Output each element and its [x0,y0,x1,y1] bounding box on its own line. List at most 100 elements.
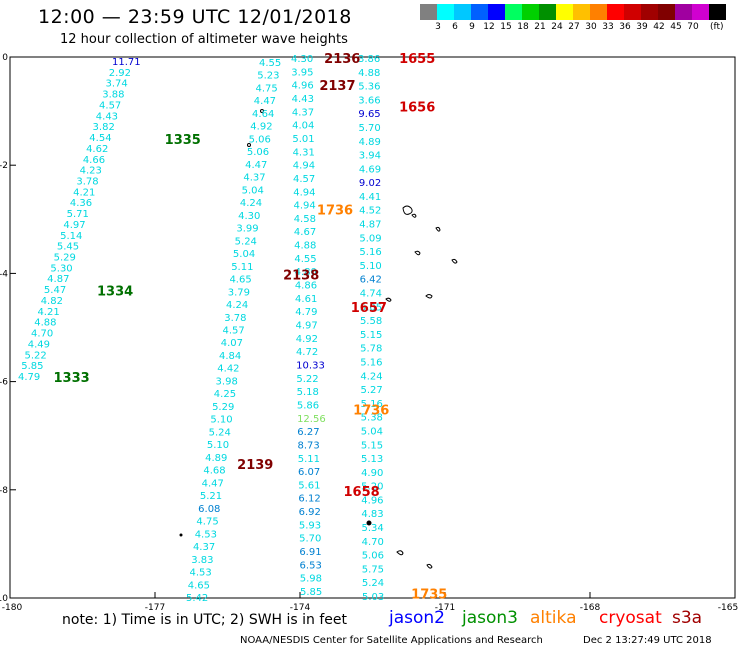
swh-value: 4.24 [360,371,382,382]
swh-value: 4.64 [252,109,274,120]
pass-time-label: 1735 [411,588,447,603]
swh-value: 3.98 [216,376,238,387]
legend-swatch [607,4,624,20]
legend-swatch [488,4,505,20]
swh-value: 4.86 [295,281,317,292]
swh-value: 4.43 [292,94,314,105]
swh-value: 6.92 [299,507,321,518]
swh-value: 5.06 [247,147,269,158]
swh-value: 4.82 [41,296,63,307]
swh-value: 4.65 [188,580,210,591]
pass-time-label: 1656 [399,101,435,116]
swh-value: 4.58 [294,214,316,225]
swh-value: 5.24 [362,578,384,589]
pass-time-label: 2139 [237,458,273,473]
swh-value: 4.37 [243,173,265,184]
swh-value: 4.21 [37,307,59,318]
swh-value: 5.16 [361,399,383,410]
legend-swatch [573,4,590,20]
swh-value: 4.30 [291,54,313,65]
swh-value: 5.85 [21,361,43,372]
swh-value: 5.42 [186,593,208,604]
pass-time-label: 1335 [165,133,201,148]
legend-swatch [590,4,607,20]
swh-value: 5.22 [24,350,46,361]
swh-value: 5.10 [207,440,229,451]
swh-value: 5.58 [360,316,382,327]
swh-value: 5.34 [361,523,383,534]
swh-value: 4.68 [203,466,225,477]
swh-value: 11.71 [112,57,141,68]
swh-value: 5.18 [297,387,319,398]
swh-value: 5.21 [200,491,222,502]
satellite-name: jason3 [462,608,518,628]
swh-value: 4.80 [295,267,317,278]
pass-time-label: 2136 [324,52,360,67]
swh-value: 4.24 [226,300,248,311]
legend-swatch [675,4,692,20]
swh-value: 4.70 [362,537,384,548]
swh-value: 5.86 [297,400,319,411]
legend-label: 18 [517,22,529,32]
swh-value: 5.71 [67,209,89,220]
swh-value: 4.43 [96,111,118,122]
pass-time-label: 2138 [283,268,319,283]
swh-value: 9.65 [358,109,380,120]
legend-label: 3 [435,22,441,32]
swh-value: 4.97 [63,220,85,231]
swh-value: 3.94 [359,151,381,162]
swh-value: 4.89 [359,137,381,148]
color-legend: 3 6 9 12 15 18 21 24 27 30 33 36 39 42 45 70 (ft) [420,4,730,38]
x-tick-label: -171 [435,603,455,613]
swh-value: 2.92 [109,68,131,79]
legend-swatch [539,4,556,20]
swh-value: 4.04 [292,121,314,132]
swh-value: 6.53 [300,560,322,571]
legend-label: 42 [653,22,665,32]
swh-value: 5.15 [360,330,382,341]
pass-time-labels: 1655 2136 2137 1656 1335 1736 2138 1334 1657 1333… [54,52,448,603]
swh-value: 5.23 [257,71,279,82]
swh-value: 4.31 [293,147,315,158]
swh-value: 4.53 [195,529,217,540]
swh-value: 5.16 [360,357,382,368]
swh-value: 5.20 [361,482,383,493]
swh-value: 4.23 [80,166,102,177]
swh-values: 11.712.923.743.884.574.433.824.544.624.6… [18,54,384,604]
legend-swatch [454,4,471,20]
legend-swatch [420,4,437,20]
swh-value: 4.07 [221,338,243,349]
credit-line: NOAA/NESDIS Center for Satellite Applica… [240,635,543,646]
satellite-name: cryosat [599,608,662,628]
swh-value: 4.94 [293,187,315,198]
swh-value: 5.24 [209,427,231,438]
pass-time-label: 1736 [317,203,353,218]
legend-swatch [658,4,675,20]
swh-value: 4.36 [70,198,92,209]
swh-value: 4.53 [189,568,211,579]
swh-value: 4.55 [294,254,316,265]
swh-value: 4.96 [291,81,313,92]
pass-time-label: 2137 [319,79,355,94]
swh-value: 5.93 [299,520,321,531]
swh-value: 3.78 [224,313,246,324]
swh-value: 5.45 [57,242,79,253]
satellite-name: jason2 [389,608,445,628]
x-tick-label: -165 [718,603,738,613]
swh-value: 5.24 [235,236,257,247]
swh-value: 4.67 [294,227,316,238]
y-tick-label: -4 [0,269,8,279]
swh-value: 5.70 [359,123,381,134]
legend-swatch [641,4,658,20]
swh-value: 4.79 [18,372,40,383]
swh-value: 4.69 [359,164,381,175]
swh-value: 3.86 [358,54,380,65]
swh-value: 5.10 [360,261,382,272]
swh-value: 4.55 [259,58,281,69]
swh-value: 5.29 [54,253,76,264]
map-frame [9,56,736,599]
legend-label: 24 [551,22,563,32]
swh-value: 12.56 [297,414,326,425]
legend-swatch [692,4,709,20]
